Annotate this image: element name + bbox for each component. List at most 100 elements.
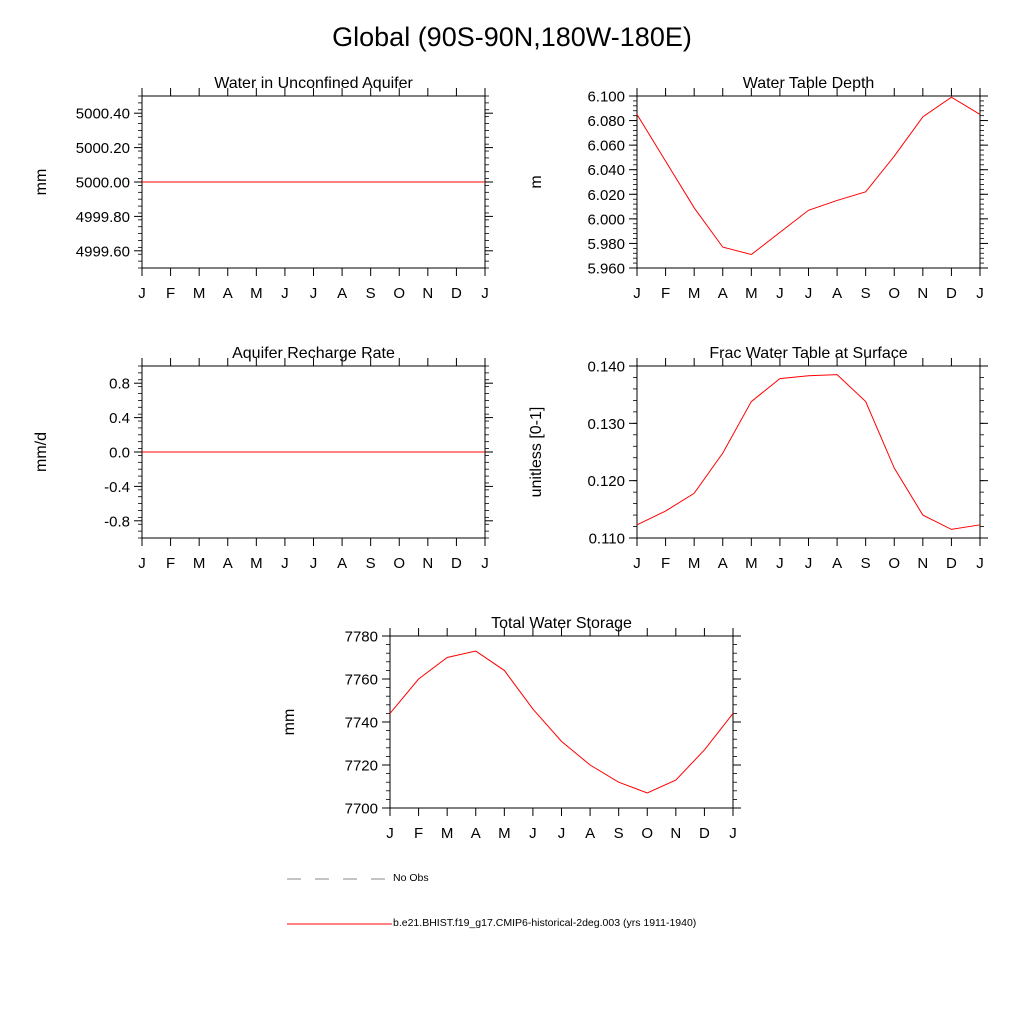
aquifer-water-ytick-label: 4999.60 — [76, 243, 130, 260]
recharge-rate-xtick-label: N — [422, 555, 433, 572]
water-table-depth-ytick-label: 6.000 — [587, 211, 625, 228]
aquifer-water-ytick-label: 5000.20 — [76, 140, 130, 157]
total-water-storage-ylabel: mm — [281, 709, 298, 736]
water-table-depth-frame — [636, 95, 981, 269]
recharge-rate-title: Aquifer Recharge Rate — [232, 345, 395, 362]
water-table-depth-xtick-label: D — [946, 285, 957, 302]
total-water-storage-ytick-label: 7720 — [345, 758, 378, 775]
total-water-storage-xtick-label: J — [729, 825, 737, 842]
total-water-storage-xtick-label: J — [558, 825, 566, 842]
total-water-storage-ytick-label: 7740 — [345, 715, 378, 732]
recharge-rate-ytick-label: 0.0 — [109, 445, 130, 462]
frac-water-table-ylabel: unitless [0-1] — [528, 407, 545, 498]
frac-water-table-xtick-label: A — [718, 555, 728, 572]
water-table-depth-ytick-label: 6.060 — [587, 138, 625, 155]
total-water-storage-xtick-label: A — [471, 825, 481, 842]
water-table-depth-series-line — [636, 96, 981, 256]
frac-water-table-xtick-label: O — [888, 555, 900, 572]
water-table-depth-ytick-label: 6.040 — [587, 162, 625, 179]
aquifer-water-title: Water in Unconfined Aquifer — [214, 75, 413, 92]
total-water-storage-xtick-label: D — [699, 825, 710, 842]
total-water-storage-ytick-label: 7780 — [345, 629, 378, 646]
water-table-depth-xtick-label: M — [745, 285, 758, 302]
water-table-depth-xtick-label: J — [633, 285, 641, 302]
recharge-rate-xtick-label: S — [366, 555, 376, 572]
total-water-storage-xtick-label: J — [386, 825, 394, 842]
recharge-rate-ytick-label: 0.8 — [109, 376, 130, 393]
water-table-depth-ytick-label: 5.960 — [587, 261, 625, 278]
recharge-rate-xtick-label: M — [250, 555, 263, 572]
frac-water-table-ytick-label: 0.140 — [587, 359, 625, 376]
water-table-depth-xtick-label: O — [888, 285, 900, 302]
recharge-rate-ytick-label: -0.8 — [104, 513, 130, 530]
water-table-depth-xtick-label: J — [976, 285, 984, 302]
recharge-rate-xtick-label: J — [481, 555, 489, 572]
recharge-rate-ytick-label: -0.4 — [104, 479, 130, 496]
frac-water-table-frame — [636, 365, 981, 539]
frac-water-table-ytick-label: 0.110 — [589, 531, 625, 548]
water-table-depth-title: Water Table Depth — [743, 75, 875, 92]
frac-water-table-title: Frac Water Table at Surface — [709, 345, 907, 362]
aquifer-water-xtick-label: S — [366, 285, 376, 302]
water-table-depth-xtick-label: S — [861, 285, 871, 302]
water-table-depth-xtick-label: J — [805, 285, 813, 302]
recharge-rate-ytick-label: 0.4 — [109, 410, 130, 427]
aquifer-water-ytick-label: 5000.00 — [76, 175, 130, 192]
total-water-storage-xtick-label: N — [670, 825, 681, 842]
recharge-rate-xtick-label: J — [310, 555, 318, 572]
aquifer-water-ytick-label: 5000.40 — [76, 106, 130, 123]
total-water-storage-xtick-label: S — [614, 825, 624, 842]
total-water-storage-series-line — [389, 650, 734, 794]
total-water-storage-xtick-label: J — [529, 825, 537, 842]
water-table-depth-ytick-label: 6.080 — [587, 113, 625, 130]
page-title: Global (90S-90N,180W-180E) — [332, 22, 692, 52]
frac-water-table-xtick-label: D — [946, 555, 957, 572]
recharge-rate-ylabel: mm/d — [33, 432, 50, 472]
legend-series-label: b.e21.BHIST.f19_g17.CMIP6-historical-2de… — [393, 917, 697, 929]
water-table-depth-xtick-label: M — [688, 285, 701, 302]
frac-water-table-ytick-label: 0.130 — [587, 416, 625, 433]
water-table-depth-ytick-label: 5.980 — [587, 236, 625, 253]
recharge-rate-xtick-label: J — [281, 555, 289, 572]
recharge-rate-xtick-label: D — [451, 555, 462, 572]
total-water-storage-xtick-label: O — [641, 825, 653, 842]
frac-water-table-xtick-label: S — [861, 555, 871, 572]
frac-water-table-xtick-label: J — [805, 555, 813, 572]
recharge-rate-xtick-label: A — [337, 555, 347, 572]
total-water-storage-title: Total Water Storage — [491, 615, 632, 632]
recharge-rate-xtick-label: O — [393, 555, 405, 572]
water-table-depth-xtick-label: F — [661, 285, 670, 302]
aquifer-water-xtick-label: A — [223, 285, 233, 302]
frac-water-table-xtick-label: J — [776, 555, 784, 572]
aquifer-water-xtick-label: J — [310, 285, 318, 302]
aquifer-water-xtick-label: N — [422, 285, 433, 302]
recharge-rate-xtick-label: M — [193, 555, 206, 572]
aquifer-water-ylabel: mm — [33, 169, 50, 196]
total-water-storage-ytick-label: 7760 — [345, 672, 378, 689]
aquifer-water-xtick-label: D — [451, 285, 462, 302]
total-water-storage-xtick-label: F — [414, 825, 423, 842]
water-table-depth-xtick-label: A — [718, 285, 728, 302]
aquifer-water-xtick-label: M — [193, 285, 206, 302]
aquifer-water-ytick-label: 4999.80 — [76, 209, 130, 226]
recharge-rate-xtick-label: J — [138, 555, 146, 572]
water-table-depth-xtick-label: J — [776, 285, 784, 302]
frac-water-table-series-line — [636, 374, 981, 530]
water-table-depth-ytick-label: 6.020 — [587, 187, 625, 204]
aquifer-water-xtick-label: J — [138, 285, 146, 302]
frac-water-table-xtick-label: J — [633, 555, 641, 572]
aquifer-water-xtick-label: M — [250, 285, 263, 302]
total-water-storage-xtick-label: M — [441, 825, 454, 842]
aquifer-water-xtick-label: O — [393, 285, 405, 302]
total-water-storage-xtick-label: A — [585, 825, 595, 842]
recharge-rate-xtick-label: F — [166, 555, 175, 572]
frac-water-table-xtick-label: J — [976, 555, 984, 572]
frac-water-table-xtick-label: F — [661, 555, 670, 572]
recharge-rate-xtick-label: A — [223, 555, 233, 572]
aquifer-water-xtick-label: J — [481, 285, 489, 302]
water-table-depth-ylabel: m — [528, 175, 545, 188]
aquifer-water-xtick-label: F — [166, 285, 175, 302]
water-table-depth-xtick-label: N — [917, 285, 928, 302]
legend-obs-label: No Obs — [393, 872, 429, 884]
aquifer-water-xtick-label: A — [337, 285, 347, 302]
